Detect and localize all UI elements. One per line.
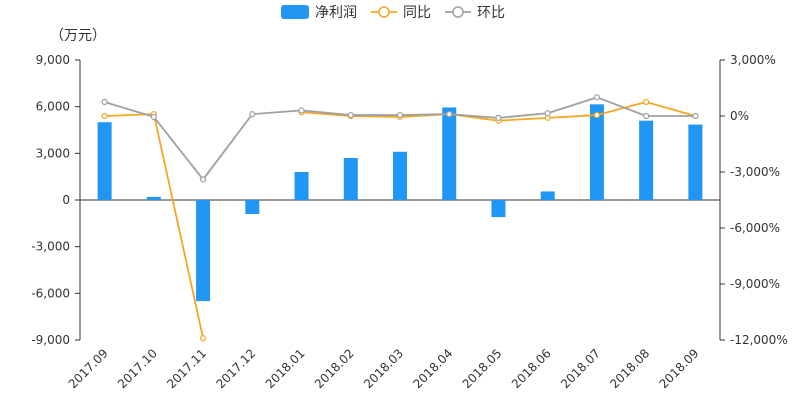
bar <box>245 200 260 214</box>
right-tick-label: -9,000% <box>730 277 780 291</box>
legend-swatch-marker <box>452 6 464 18</box>
x-tick-label: 2018.09 <box>657 346 702 391</box>
line-series <box>101 94 699 342</box>
bar <box>491 200 506 218</box>
line-point <box>249 111 256 118</box>
x-tick-label: 2018.03 <box>361 346 406 391</box>
bar-series <box>97 104 703 302</box>
legend-swatch-marker <box>378 6 390 18</box>
line-point <box>692 112 699 120</box>
right-tick-label: 3,000% <box>730 53 776 67</box>
bar <box>589 104 604 200</box>
x-axis-labels: 2017.09 2017.10 2017.11 2017.12 2018.01 2018.… <box>66 346 702 391</box>
legend-swatch-bar <box>281 5 309 19</box>
left-tick-label: -9,000 <box>31 333 70 347</box>
right-tick-label: -6,000% <box>730 221 780 235</box>
line-point <box>446 111 453 118</box>
unit-label: （万元） <box>50 28 106 44</box>
left-tick-label: -3,000 <box>31 240 70 254</box>
bar <box>294 172 309 200</box>
line-point <box>101 112 108 120</box>
line-point <box>643 98 650 106</box>
line-point <box>199 335 207 342</box>
legend-label: 同比 <box>403 5 431 21</box>
x-tick-label: 2017.10 <box>115 346 160 391</box>
legend-label: 净利润 <box>315 5 357 21</box>
line-point <box>544 110 551 117</box>
line-point <box>396 111 404 119</box>
line-point <box>495 114 502 121</box>
bar <box>343 158 358 200</box>
legend: 净利润 同比 环比 <box>281 5 505 21</box>
x-tick-label: 2017.12 <box>213 346 258 391</box>
x-tick-label: 2018.05 <box>460 346 505 391</box>
x-tick-label: 2018.01 <box>263 346 308 391</box>
bar <box>146 196 161 200</box>
line-point <box>643 112 650 120</box>
axes: 9,000 6,000 3,000 0 -3,000 -6,000 -9,000 3,000%… <box>31 53 787 347</box>
left-tick-label: 0 <box>62 193 70 207</box>
line-point <box>347 111 354 119</box>
bar <box>97 122 112 200</box>
x-tick-label: 2017.09 <box>66 346 111 391</box>
x-tick-label: 2018.07 <box>558 346 603 391</box>
bar <box>688 124 703 200</box>
line-point <box>101 98 108 106</box>
right-tick-label: 0% <box>730 109 749 123</box>
bar <box>196 200 211 302</box>
line-point <box>298 107 305 114</box>
left-tick-label: 3,000 <box>36 146 70 160</box>
x-tick-label: 2018.08 <box>607 346 652 391</box>
line-point <box>593 94 601 101</box>
bar <box>393 151 407 200</box>
series-line <box>104 113 204 339</box>
bar <box>442 107 457 200</box>
line-point <box>199 176 207 183</box>
bar <box>639 120 654 200</box>
legend-label: 环比 <box>477 5 505 21</box>
left-tick-label: 6,000 <box>36 100 70 114</box>
left-tick-label: 9,000 <box>36 53 70 67</box>
x-tick-label: 2018.04 <box>410 346 455 391</box>
left-tick-label: -6,000 <box>31 286 70 300</box>
x-tick-label: 2017.11 <box>164 346 209 391</box>
x-tick-label: 2018.02 <box>312 346 357 391</box>
bar <box>540 191 555 200</box>
right-tick-label: -3,000% <box>730 165 780 179</box>
x-tick-label: 2018.06 <box>509 346 554 391</box>
line-point <box>150 113 157 121</box>
line-point <box>593 111 601 119</box>
right-tick-label: -12,000% <box>730 333 788 347</box>
